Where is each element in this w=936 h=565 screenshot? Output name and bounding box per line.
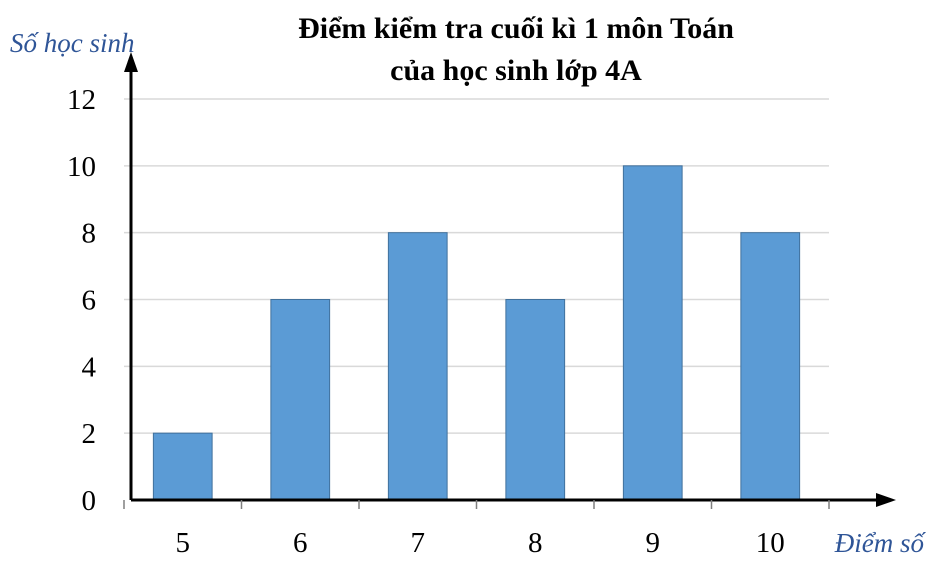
x-tick-label: 10 xyxy=(756,527,785,559)
x-tick-label: 9 xyxy=(646,527,661,559)
y-tick-label: 6 xyxy=(82,285,97,317)
chart-title-line-1: Điểm kiểm tra cuối kì 1 môn Toán xyxy=(298,12,734,45)
x-tick-label: 8 xyxy=(528,527,543,559)
grid-lines xyxy=(124,98,829,434)
bar-5 xyxy=(152,432,213,501)
bar-6 xyxy=(270,299,331,501)
y-tick-label: 4 xyxy=(82,351,97,383)
y-tick-label: 0 xyxy=(82,485,97,517)
x-tick-label: 7 xyxy=(411,527,426,559)
x-tick-labels: 5 6 7 8 9 10 xyxy=(176,527,785,559)
x-tick-marks xyxy=(123,500,830,509)
x-axis-arrow-icon xyxy=(876,493,896,507)
bar-9 xyxy=(622,165,683,501)
y-tick-labels: 0 2 4 6 8 10 12 xyxy=(67,84,97,517)
y-tick-label: 10 xyxy=(67,151,96,183)
y-axis-arrow-icon xyxy=(124,52,138,72)
x-tick-label: 6 xyxy=(293,527,308,559)
y-axis-label: Số học sinh xyxy=(10,28,135,58)
chart-title-line-2: của học sinh lớp 4A xyxy=(390,54,642,87)
bar-7 xyxy=(387,232,448,501)
x-tick-label: 5 xyxy=(176,527,191,559)
y-tick-label: 8 xyxy=(82,218,97,250)
bar-10 xyxy=(740,232,801,501)
x-axis-label: Điểm số xyxy=(834,528,927,558)
bar-8 xyxy=(505,299,566,501)
y-tick-label: 2 xyxy=(82,418,97,450)
y-tick-label: 12 xyxy=(67,84,96,116)
bars xyxy=(152,165,801,501)
